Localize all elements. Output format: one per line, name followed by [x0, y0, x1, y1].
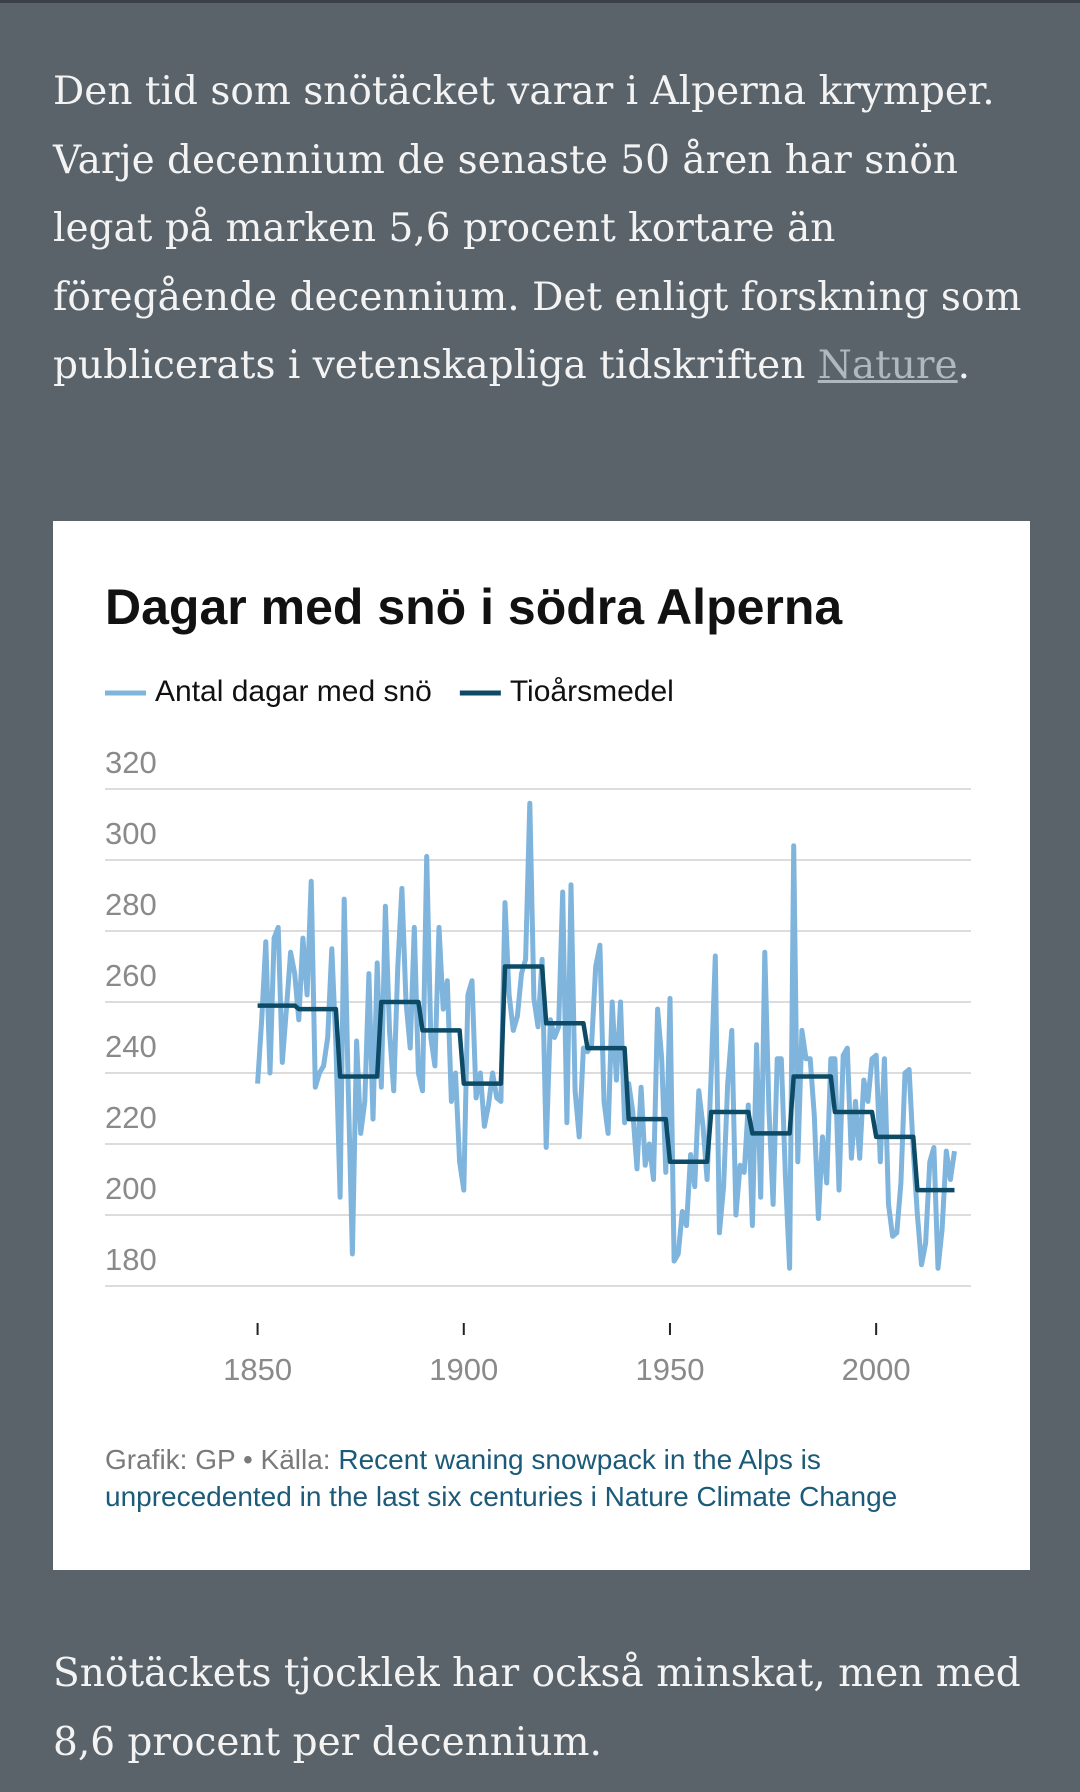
y-tick-label: 260 [105, 958, 157, 993]
y-tick-label: 280 [105, 887, 157, 922]
x-tick-label: 2000 [842, 1352, 911, 1387]
intro-paragraph: Den tid som snötäcket varar i Alperna kr… [53, 58, 1038, 401]
y-tick-label: 220 [105, 1100, 157, 1135]
outro-paragraph: Snötäckets tjocklek har också minskat, m… [53, 1651, 1021, 1765]
intro-text: Den tid som snötäcket varar i Alperna kr… [53, 69, 1022, 389]
y-tick-label: 240 [105, 1029, 157, 1064]
chart-title: Dagar med snö i södra Alperna [105, 579, 843, 635]
x-tick-label: 1850 [223, 1352, 292, 1387]
y-tick-label: 300 [105, 816, 157, 851]
legend-label: Antal dagar med snö [155, 675, 432, 708]
y-tick-label: 200 [105, 1171, 157, 1206]
nature-link[interactable]: Nature [817, 343, 958, 389]
source-prefix: Grafik: GP • Källa: [105, 1444, 339, 1475]
x-tick-label: 1900 [429, 1352, 498, 1387]
chart-card: Dagar med snö i södra Alperna Antal daga… [53, 521, 1030, 1570]
data-line [255, 800, 957, 1271]
intro-end: . [957, 343, 971, 389]
chart: Dagar med snö i södra Alperna Antal daga… [105, 579, 971, 1387]
x-tick-label: 1950 [635, 1352, 704, 1387]
top-bar [0, 0, 1080, 3]
source-note: Grafik: GP • Källa: Recent waning snowpa… [105, 1441, 985, 1515]
legend-label: Tioårsmedel [510, 675, 674, 708]
y-tick-label: 320 [105, 745, 157, 780]
y-tick-label: 180 [105, 1242, 157, 1277]
source-link[interactable]: Recent waning snowpack in the Alps is un… [105, 1444, 898, 1512]
data-line [257, 964, 955, 1193]
